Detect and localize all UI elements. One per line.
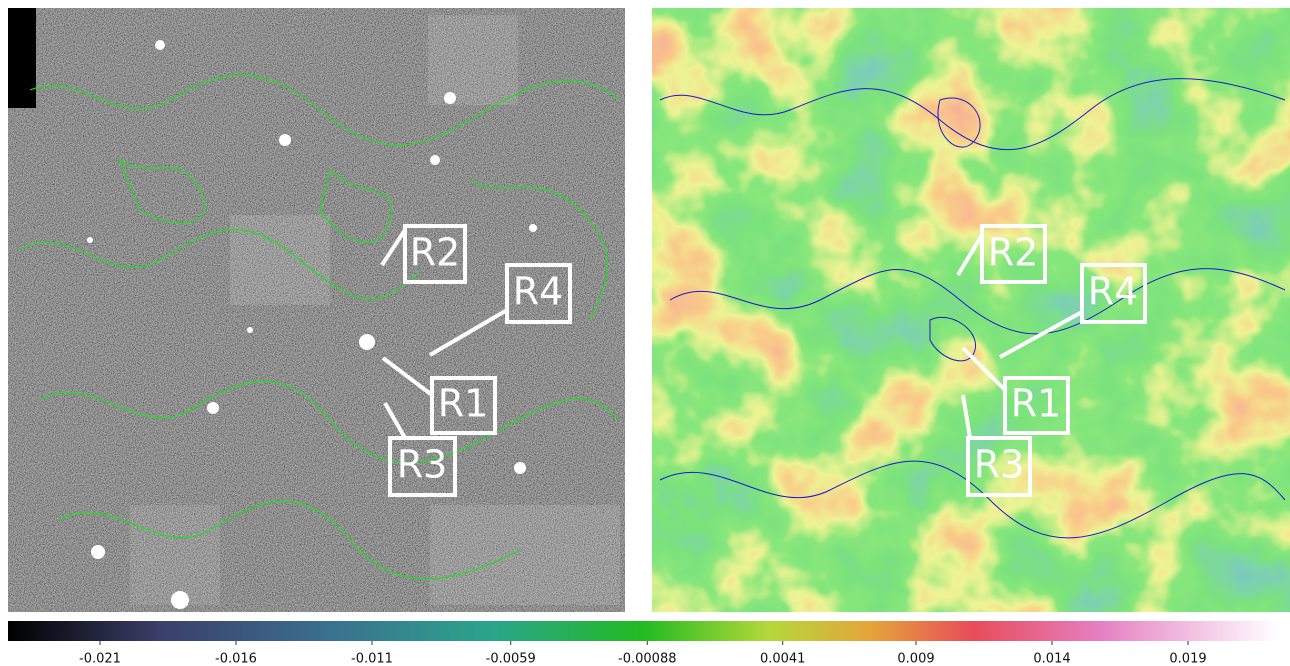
colorbar-ticks: -0.021 -0.016 -0.011 -0.0059 -0.00088 0.0041 0… (79, 641, 1207, 666)
page: R2 R4 R1 R3 R2 R4 R1 R3 (0, 0, 1290, 666)
colorbar-tick-label: 0.009 (897, 652, 934, 666)
figure: R2 R4 R1 R3 R2 R4 R1 R3 (0, 0, 1290, 666)
region-label: R1 (1011, 382, 1062, 426)
colorbar-tick-label: -0.00088 (618, 652, 676, 666)
region-label: R4 (513, 270, 564, 314)
region-label: R1 (438, 382, 489, 426)
region-label: R3 (397, 443, 448, 487)
colorbar-tick-label: -0.016 (215, 652, 257, 666)
colorbar-tick-label: -0.0059 (486, 652, 536, 666)
colorbar (8, 621, 1278, 641)
colorbar-tick-label: 0.019 (1169, 652, 1206, 666)
right-image (652, 8, 1290, 612)
region-label: R3 (974, 443, 1025, 487)
colorbar-tick-label: -0.011 (351, 652, 393, 666)
region-label: R2 (410, 231, 461, 275)
region-label: R4 (1088, 270, 1139, 314)
colorbar-tick-label: -0.021 (79, 652, 121, 666)
colorbar-tick-label: 0.0041 (760, 652, 806, 666)
region-label: R2 (988, 231, 1039, 275)
colorbar-tick-label: 0.014 (1033, 652, 1070, 666)
